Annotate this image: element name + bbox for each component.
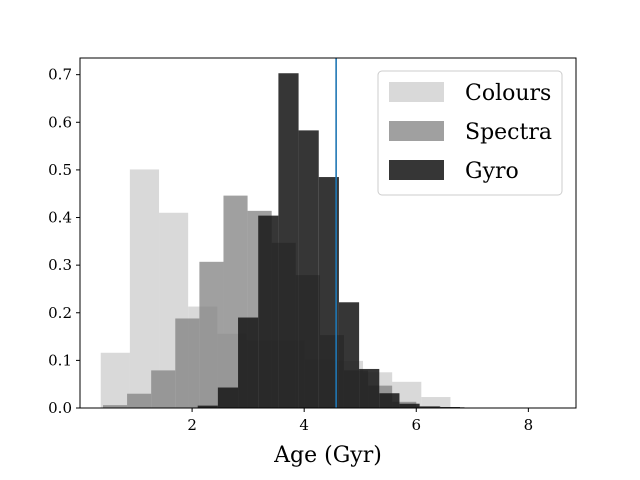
x-tick-label: 8 — [524, 416, 534, 434]
gyro-bar-1 — [217, 387, 239, 408]
x-axis-ticks: 2 4 6 8 — [187, 408, 533, 434]
spectra-bar-2 — [151, 370, 176, 408]
gyro-bar-11 — [419, 406, 440, 408]
legend-swatch-colours — [389, 82, 444, 102]
x-axis-label: Age (Gyr) — [273, 443, 382, 468]
y-tick-label: 0.4 — [48, 209, 72, 227]
y-tick-label: 0.7 — [48, 66, 72, 84]
colours-bar-11 — [421, 397, 451, 408]
y-tick-label: 0.1 — [48, 351, 72, 369]
x-tick-label: 4 — [299, 416, 309, 434]
gyro-bar-5 — [298, 130, 319, 408]
colours-bar-0 — [100, 352, 130, 408]
legend-swatch-spectra — [389, 121, 444, 141]
x-tick-label: 2 — [187, 416, 197, 434]
x-tick-label: 6 — [411, 416, 421, 434]
gyro-bar-9 — [379, 393, 400, 408]
y-axis-ticks: 0.0 0.1 0.2 0.3 0.4 0.5 0.6 0.7 — [48, 66, 80, 417]
histogram-bars — [100, 73, 501, 408]
spectra-bar-4 — [199, 261, 224, 408]
y-tick-label: 0.3 — [48, 256, 72, 274]
spectra-bar-3 — [175, 318, 200, 408]
legend: Colours Spectra Gyro — [377, 70, 563, 196]
gyro-bar-8 — [359, 368, 380, 408]
y-tick-label: 0.5 — [48, 161, 72, 179]
gyro-bar-7 — [338, 302, 360, 408]
legend-label-colours: Colours — [465, 81, 551, 106]
spectra-bar-1 — [127, 393, 152, 408]
gyro-bar-6 — [318, 177, 339, 408]
y-tick-label: 0.0 — [48, 399, 72, 417]
series-gyro — [197, 73, 501, 408]
y-tick-label: 0.2 — [48, 304, 72, 322]
gyro-bar-0 — [197, 405, 218, 408]
colours-bar-1 — [129, 169, 160, 408]
legend-label-spectra: Spectra — [465, 120, 552, 145]
gyro-bar-3 — [258, 215, 279, 408]
spectra-bar-0 — [102, 405, 128, 408]
legend-swatch-gyro — [389, 160, 444, 180]
gyro-bar-4 — [278, 73, 299, 408]
plot-frame — [79, 57, 577, 409]
y-tick-label: 0.6 — [48, 113, 72, 131]
gyro-bar-10 — [399, 403, 420, 408]
legend-label-gyro: Gyro — [465, 159, 519, 184]
gyro-bar-2 — [238, 317, 259, 408]
